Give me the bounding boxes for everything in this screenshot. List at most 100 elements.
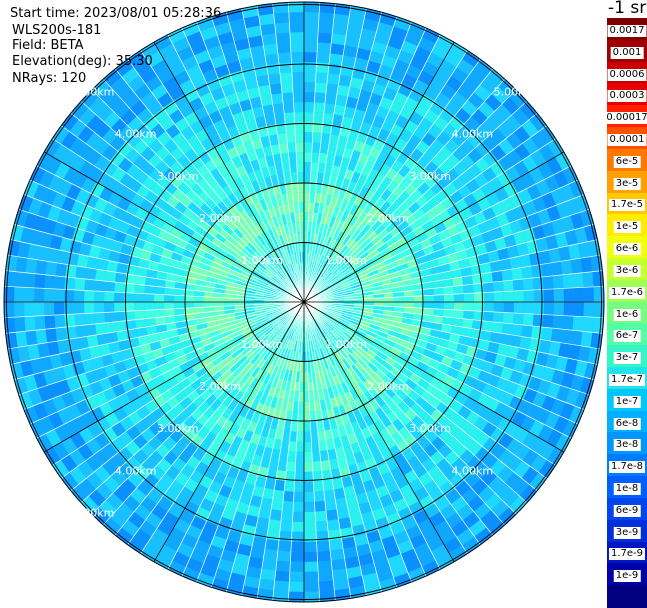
beta-cell (373, 293, 384, 299)
beta-cell (261, 257, 271, 267)
beta-cell (190, 434, 205, 448)
beta-cell (108, 341, 121, 354)
beta-cell (266, 311, 276, 317)
beta-cell (271, 343, 279, 354)
beta-cell (487, 476, 505, 493)
beta-cell (197, 401, 211, 414)
beta-cell (314, 243, 320, 254)
beta-cell (523, 200, 538, 216)
beta-cell (381, 535, 398, 550)
ray-separator (303, 301, 481, 545)
beta-cell (334, 197, 344, 209)
beta-cell (330, 548, 345, 561)
beta-cell (393, 291, 404, 298)
ray-separator (127, 301, 305, 545)
beta-cell (358, 343, 369, 353)
beta-cell (423, 308, 434, 316)
beta-cell (216, 427, 229, 441)
ray-separator (114, 301, 305, 536)
azimuth-spoke (303, 41, 455, 303)
beta-cell (246, 283, 257, 290)
beta-cell (320, 132, 331, 144)
beta-cell (29, 420, 46, 439)
beta-cell (272, 355, 280, 366)
beta-cell (52, 144, 70, 162)
beta-cell (295, 222, 301, 233)
beta-cell (176, 422, 191, 436)
beta-cell (332, 289, 343, 295)
beta-cell (353, 533, 369, 547)
beta-cell (278, 235, 286, 246)
beta-cell (207, 382, 220, 394)
beta-cell (247, 351, 258, 362)
beta-cell (101, 144, 118, 161)
beta-cell (435, 34, 454, 51)
beta-cell (493, 291, 504, 302)
beta-cell (311, 320, 317, 330)
beta-cell (433, 473, 449, 489)
beta-cell (533, 302, 544, 315)
ray-separator (80, 301, 305, 503)
beta-cell (364, 402, 375, 415)
beta-cell (59, 351, 73, 367)
ray-separator (303, 59, 481, 303)
beta-cell (423, 302, 434, 309)
beta-cell (433, 294, 444, 302)
beta-cell (81, 230, 95, 246)
beta-cell (505, 208, 519, 224)
beta-cell (94, 312, 106, 324)
beta-cell (223, 257, 235, 266)
beta-cell (270, 144, 281, 156)
beta-cell (170, 227, 183, 239)
beta-cell (285, 317, 293, 327)
beta-cell (28, 198, 43, 216)
beta-cell (392, 418, 405, 432)
beta-cell (395, 337, 407, 347)
beta-cell (393, 296, 404, 302)
beta-cell (514, 204, 529, 220)
beta-cell (304, 112, 314, 123)
beta-cell (54, 288, 65, 302)
beta-cell (252, 485, 265, 498)
beta-cell (241, 248, 252, 258)
beta-cell (102, 160, 118, 177)
beta-cell (295, 331, 300, 342)
beta-cell (498, 448, 515, 466)
beta-cell (304, 42, 318, 53)
beta-cell (555, 433, 572, 452)
beta-cell (486, 373, 501, 388)
beta-cell (259, 348, 269, 359)
beta-cell (202, 521, 218, 536)
range-ring-label: 2.00km (199, 380, 241, 393)
beta-cell (182, 384, 196, 397)
beta-cell (374, 196, 386, 209)
beta-cell (116, 84, 135, 102)
beta-cell (417, 435, 432, 450)
beta-cell (373, 239, 385, 250)
beta-cell (35, 259, 48, 275)
beta-cell (328, 238, 336, 249)
beta-cell (150, 123, 166, 139)
beta-cell (261, 337, 271, 347)
beta-cell (170, 174, 184, 189)
beta-cell (69, 119, 87, 138)
beta-cell (260, 568, 276, 581)
beta-cell (351, 524, 367, 537)
beta-cell (77, 143, 94, 161)
beta-cell (512, 279, 524, 291)
beta-cell (60, 131, 78, 150)
beta-cell (309, 182, 317, 193)
beta-cell (538, 125, 556, 145)
beta-cell (264, 197, 274, 209)
beta-cell (582, 271, 594, 288)
beta-cell (207, 45, 224, 60)
beta-cell (98, 247, 111, 261)
beta-cell (272, 153, 283, 166)
beta-cell (243, 332, 254, 341)
beta-cell (348, 255, 359, 265)
beta-cell (104, 226, 118, 241)
beta-cell (322, 324, 331, 334)
beta-cell (234, 177, 245, 190)
beta-cell (127, 511, 146, 529)
beta-cell (245, 25, 262, 38)
